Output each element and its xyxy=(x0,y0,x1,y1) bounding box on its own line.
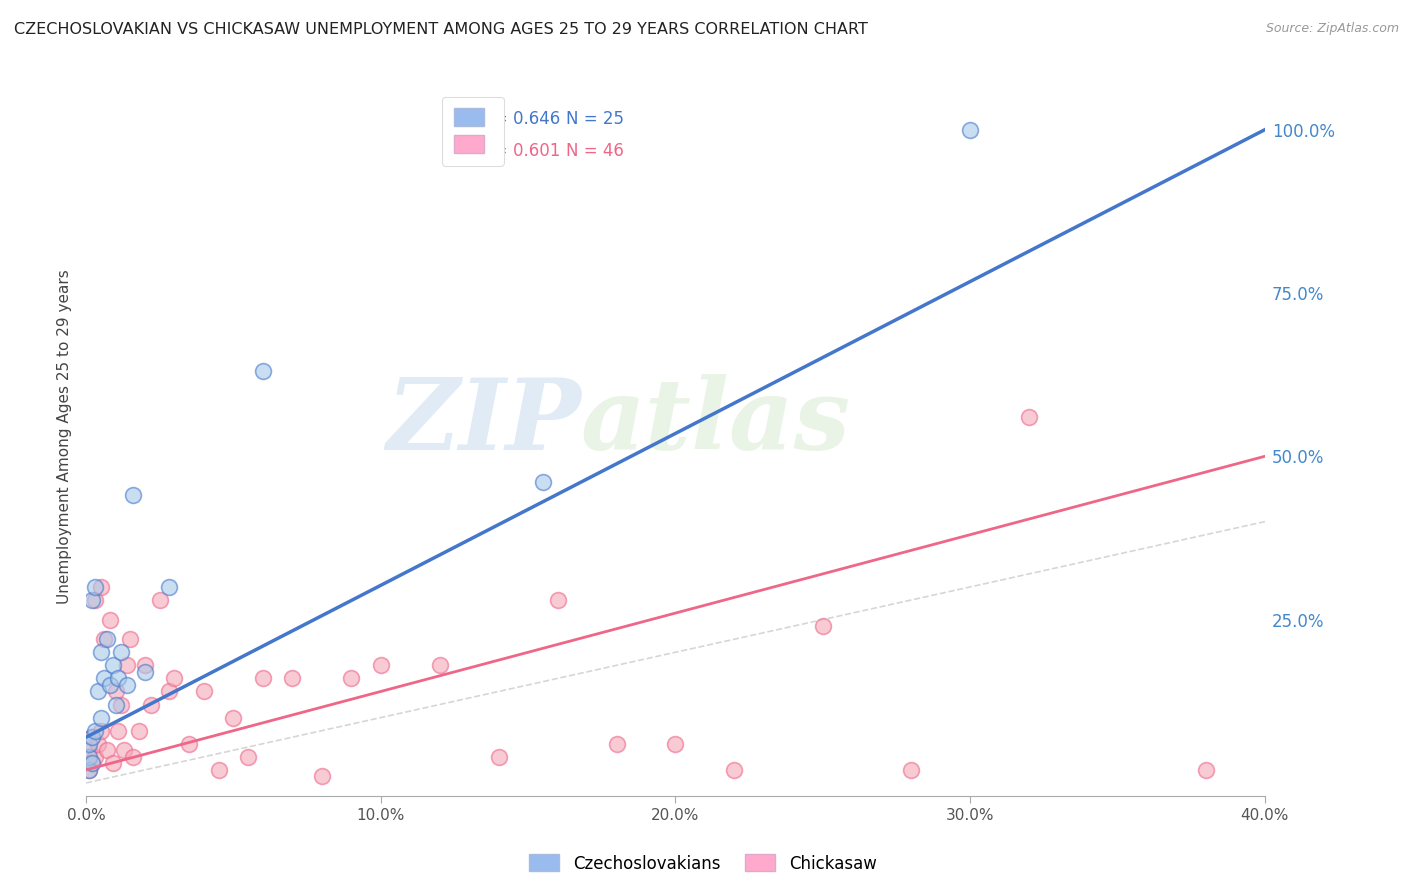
Point xyxy=(547,593,569,607)
Legend: , : , xyxy=(441,96,503,166)
Point xyxy=(149,593,172,607)
Point xyxy=(110,645,132,659)
Point xyxy=(139,698,162,712)
Point xyxy=(811,619,834,633)
Point xyxy=(340,672,363,686)
Point xyxy=(157,684,180,698)
Point xyxy=(311,769,333,783)
Point xyxy=(107,723,129,738)
Point xyxy=(1018,410,1040,425)
Point xyxy=(222,710,245,724)
Text: N = 25: N = 25 xyxy=(565,110,624,128)
Point xyxy=(104,698,127,712)
Point xyxy=(101,658,124,673)
Point xyxy=(96,743,118,757)
Point xyxy=(87,684,110,698)
Point xyxy=(134,658,156,673)
Text: R = 0.601: R = 0.601 xyxy=(478,142,561,160)
Point xyxy=(77,749,100,764)
Point xyxy=(110,698,132,712)
Point xyxy=(90,580,112,594)
Text: R = 0.646: R = 0.646 xyxy=(478,110,561,128)
Legend: Czechoslovakians, Chickasaw: Czechoslovakians, Chickasaw xyxy=(523,847,883,880)
Point xyxy=(90,723,112,738)
Text: Source: ZipAtlas.com: Source: ZipAtlas.com xyxy=(1265,22,1399,36)
Point xyxy=(134,665,156,679)
Text: N = 46: N = 46 xyxy=(565,142,624,160)
Point xyxy=(98,613,121,627)
Point xyxy=(87,737,110,751)
Point xyxy=(77,763,100,777)
Y-axis label: Unemployment Among Ages 25 to 29 years: Unemployment Among Ages 25 to 29 years xyxy=(58,269,72,604)
Point xyxy=(370,658,392,673)
Point xyxy=(252,672,274,686)
Point xyxy=(122,488,145,502)
Point xyxy=(80,730,103,744)
Point xyxy=(120,632,142,647)
Point xyxy=(84,593,107,607)
Point xyxy=(90,710,112,724)
Point xyxy=(93,672,115,686)
Point xyxy=(900,763,922,777)
Point xyxy=(236,749,259,764)
Point xyxy=(664,737,686,751)
Point xyxy=(252,364,274,378)
Point xyxy=(117,658,139,673)
Point xyxy=(104,684,127,698)
Point xyxy=(77,737,100,751)
Point xyxy=(488,749,510,764)
Point xyxy=(193,684,215,698)
Point xyxy=(93,632,115,647)
Point xyxy=(723,763,745,777)
Text: atlas: atlas xyxy=(581,374,851,471)
Point xyxy=(605,737,627,751)
Point xyxy=(77,743,100,757)
Text: ZIP: ZIP xyxy=(387,374,581,471)
Point xyxy=(84,749,107,764)
Point xyxy=(429,658,451,673)
Point xyxy=(281,672,304,686)
Point xyxy=(157,580,180,594)
Point xyxy=(84,580,107,594)
Point xyxy=(122,749,145,764)
Text: CZECHOSLOVAKIAN VS CHICKASAW UNEMPLOYMENT AMONG AGES 25 TO 29 YEARS CORRELATION : CZECHOSLOVAKIAN VS CHICKASAW UNEMPLOYMEN… xyxy=(14,22,868,37)
Point xyxy=(163,672,186,686)
Point xyxy=(77,763,100,777)
Point xyxy=(531,475,554,490)
Point xyxy=(84,723,107,738)
Point xyxy=(208,763,231,777)
Point xyxy=(1195,763,1218,777)
Point xyxy=(80,756,103,771)
Point xyxy=(80,730,103,744)
Point xyxy=(101,756,124,771)
Point xyxy=(80,593,103,607)
Point xyxy=(96,632,118,647)
Point xyxy=(128,723,150,738)
Point xyxy=(112,743,135,757)
Point xyxy=(80,756,103,771)
Point xyxy=(959,122,981,136)
Point xyxy=(179,737,201,751)
Point xyxy=(107,672,129,686)
Point xyxy=(117,678,139,692)
Point xyxy=(90,645,112,659)
Point xyxy=(98,678,121,692)
